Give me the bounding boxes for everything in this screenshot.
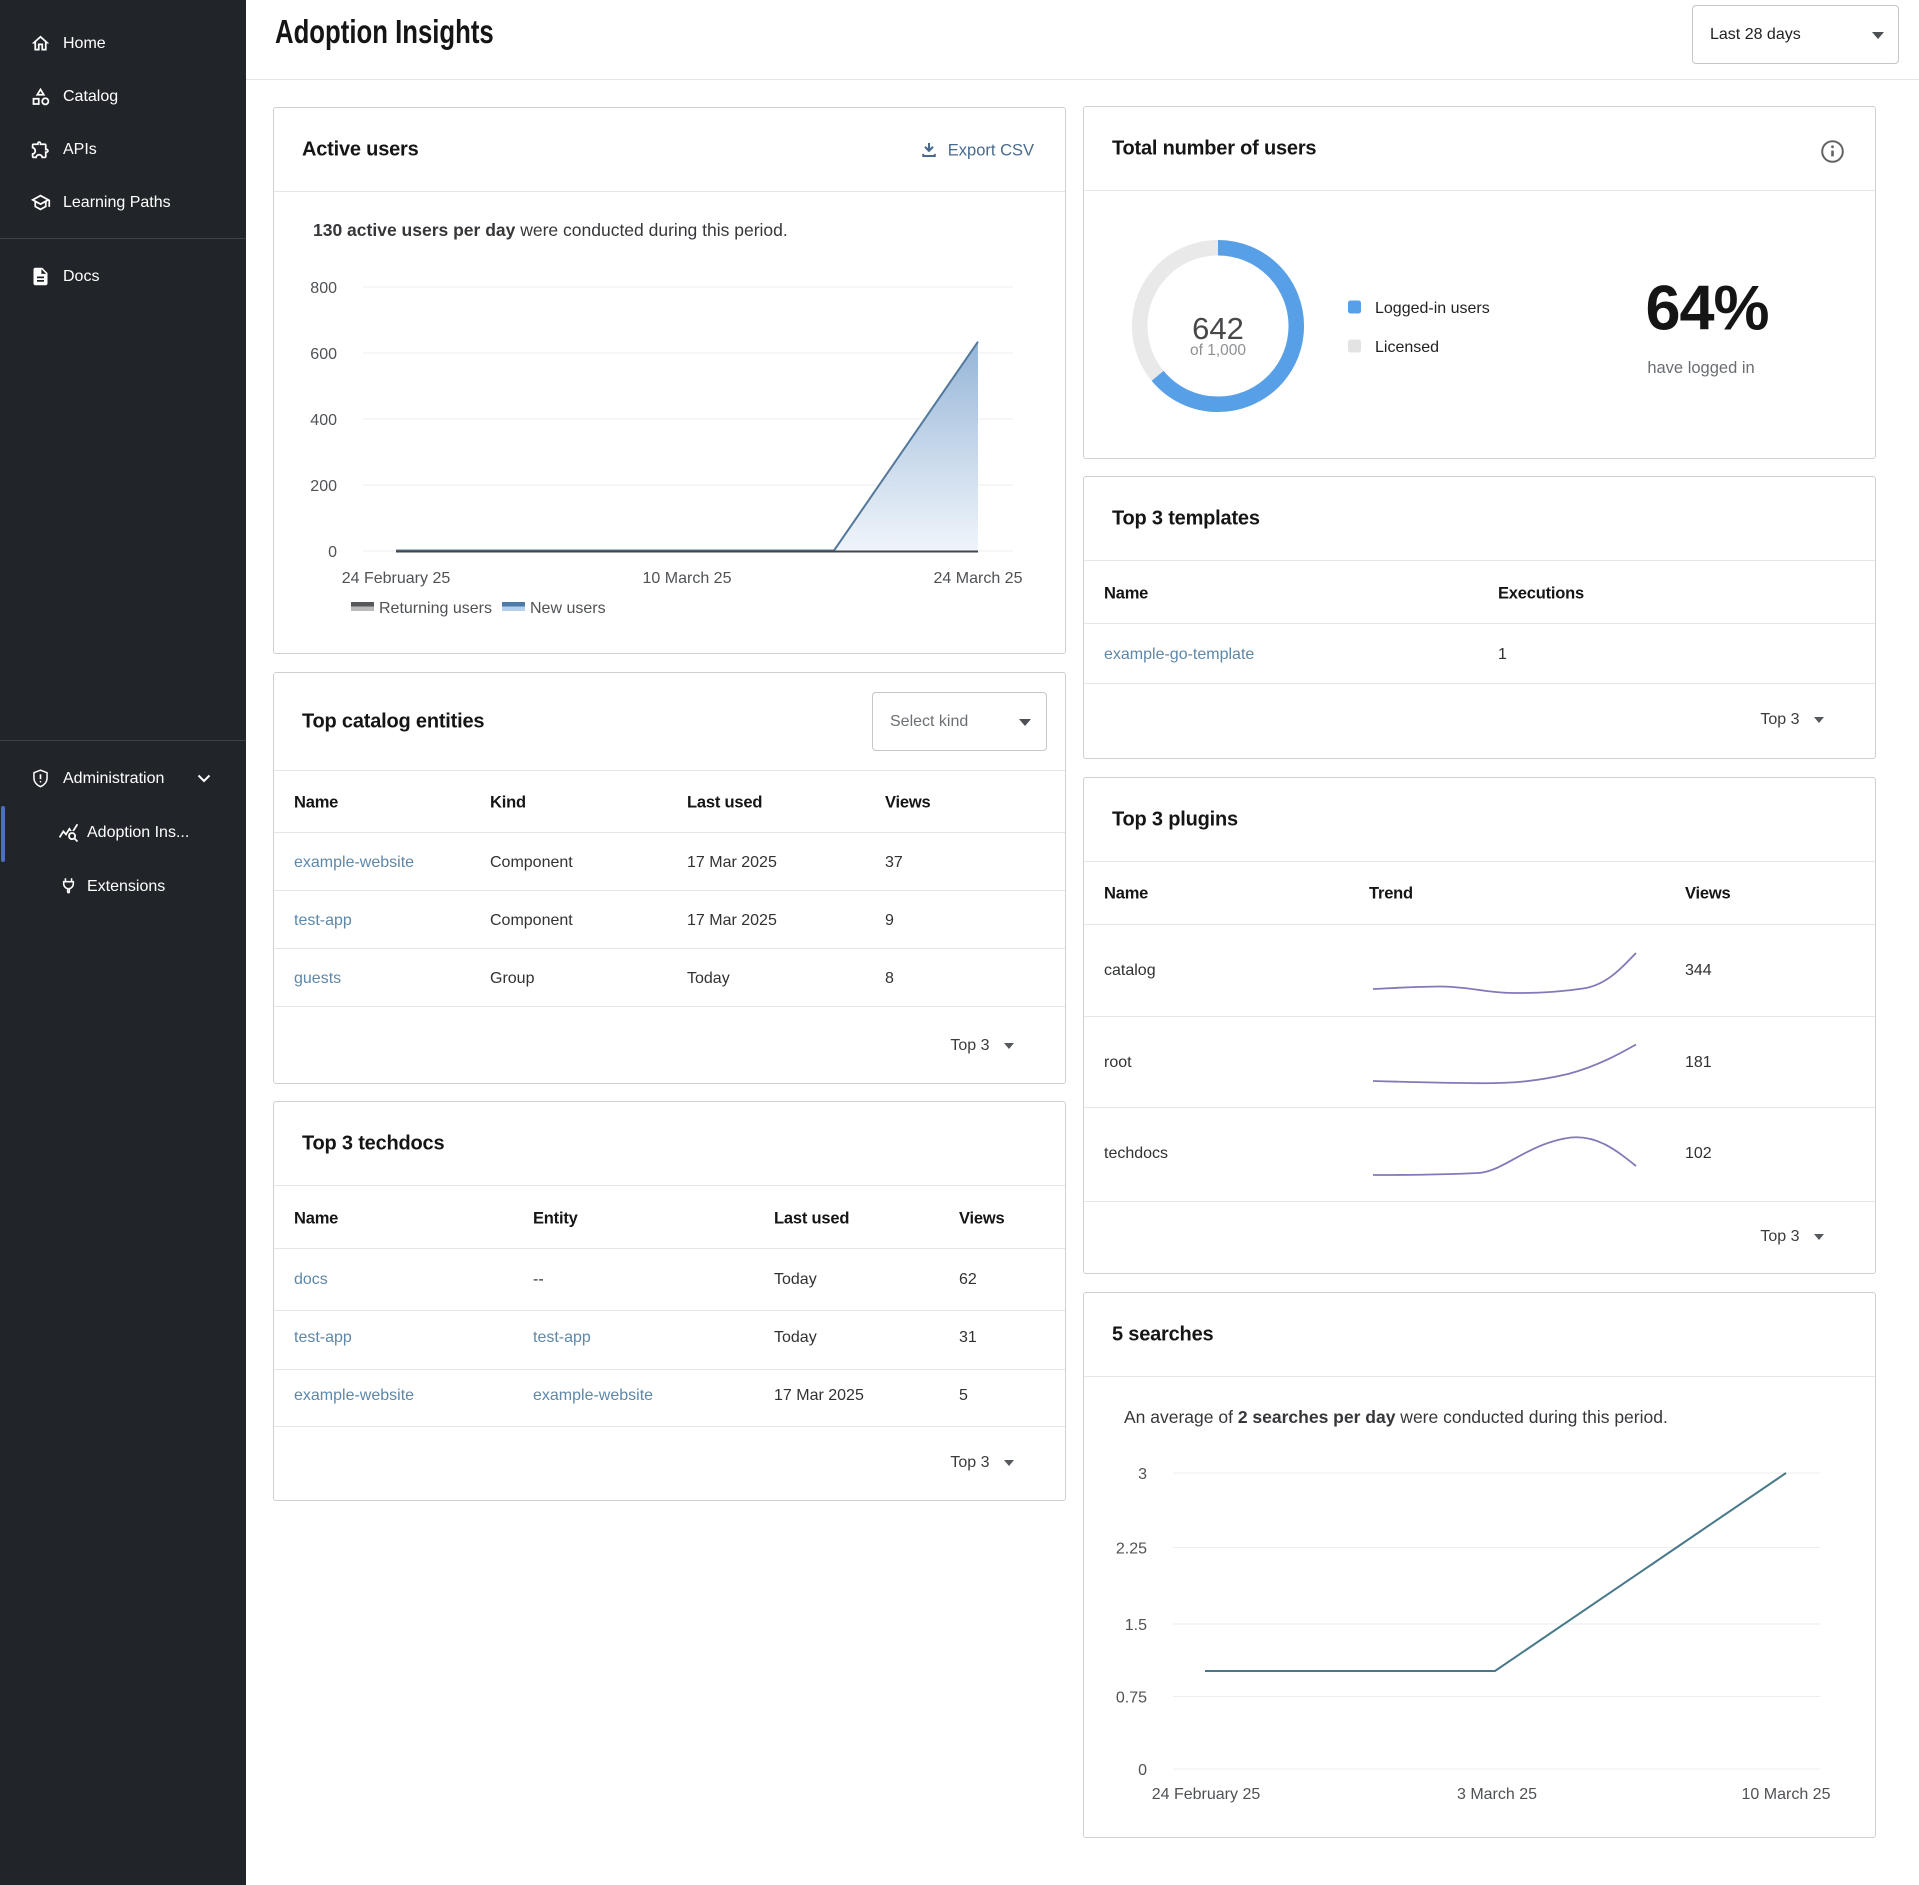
svg-text:Returning users: Returning users [379,600,492,617]
svg-text:2.25: 2.25 [1116,1541,1147,1558]
svg-text:24 February 25: 24 February 25 [342,570,451,587]
svg-text:New users: New users [530,600,606,617]
svg-text:600: 600 [310,346,337,363]
svg-text:0.75: 0.75 [1116,1690,1147,1707]
svg-text:642: 642 [1192,311,1244,346]
svg-text:have logged in: have logged in [1647,359,1754,377]
svg-text:Logged-in users: Logged-in users [1375,300,1490,317]
svg-text:400: 400 [310,412,337,429]
svg-text:10 March 25: 10 March 25 [1742,1786,1831,1803]
svg-text:1.5: 1.5 [1125,1617,1147,1634]
svg-text:10 March 25: 10 March 25 [643,570,732,587]
svg-text:0: 0 [328,544,337,561]
svg-text:0: 0 [1138,1762,1147,1779]
svg-text:Licensed: Licensed [1375,339,1439,356]
svg-text:3 March 25: 3 March 25 [1457,1786,1537,1803]
svg-text:3: 3 [1138,1466,1147,1483]
svg-text:800: 800 [310,280,337,297]
svg-text:64%: 64% [1645,274,1768,344]
svg-text:24 March 25: 24 March 25 [934,570,1023,587]
svg-text:of 1,000: of 1,000 [1190,342,1246,359]
svg-text:24 February 25: 24 February 25 [1152,1786,1261,1803]
svg-text:200: 200 [310,478,337,495]
